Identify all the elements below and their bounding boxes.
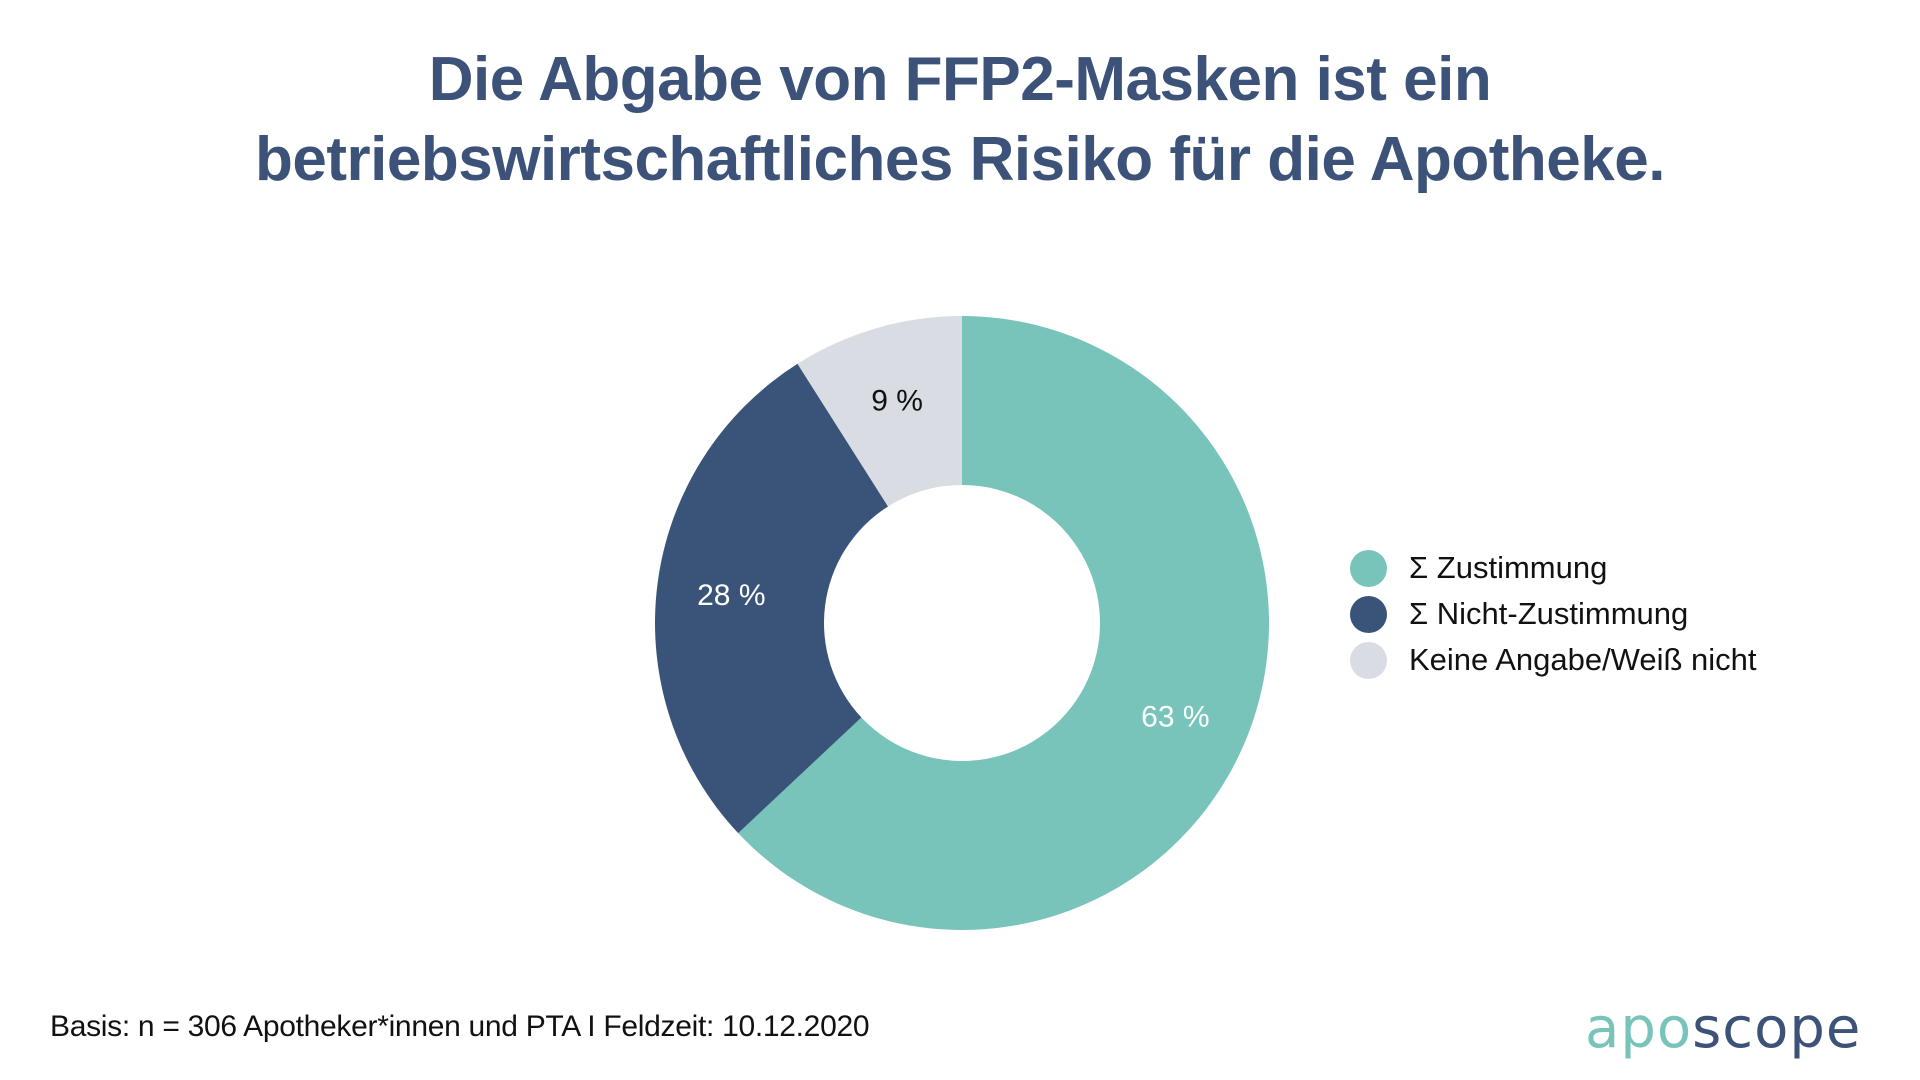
- aposcope-logo: aposcope: [1585, 996, 1861, 1061]
- donut-slice-keine-angabe: [797, 316, 962, 507]
- chart-title-line-1: Die Abgabe von FFP2-Masken ist ein: [428, 45, 1492, 114]
- data-label-zustimmung: 63 %: [1141, 700, 1209, 733]
- legend-swatch: [1350, 641, 1387, 679]
- legend-item-zustimmung: Σ Zustimmung: [1350, 545, 1757, 591]
- donut-slice-zustimmung: [738, 316, 1270, 931]
- data-label-nicht-zustimmung: 28 %: [697, 579, 765, 612]
- legend: Σ Zustimmung Σ Nicht-Zustimmung Keine An…: [1350, 545, 1757, 683]
- chart-title-line-2: betriebswirtschaftliches Risiko für die …: [255, 125, 1665, 194]
- legend-label: Σ Zustimmung: [1409, 550, 1608, 585]
- legend-swatch: [1350, 595, 1387, 633]
- legend-item-keine-angabe: Keine Angabe/Weiß nicht: [1350, 637, 1757, 683]
- legend-item-nicht-zustimmung: Σ Nicht-Zustimmung: [1350, 591, 1757, 637]
- logo-part-apo: apo: [1585, 996, 1693, 1061]
- donut-slice-nicht-zustimmung: [655, 363, 889, 834]
- legend-label: Σ Nicht-Zustimmung: [1409, 596, 1689, 631]
- chart-title: Die Abgabe von FFP2-Masken ist ein betri…: [0, 40, 1920, 200]
- data-label-keine-angabe: 9 %: [871, 385, 923, 418]
- logo-part-scope: scope: [1692, 996, 1862, 1061]
- footnote-basis: Basis: n = 306 Apotheker*innen und PTA I…: [50, 1010, 870, 1043]
- legend-label: Keine Angabe/Weiß nicht: [1409, 642, 1757, 677]
- legend-swatch: [1350, 549, 1387, 587]
